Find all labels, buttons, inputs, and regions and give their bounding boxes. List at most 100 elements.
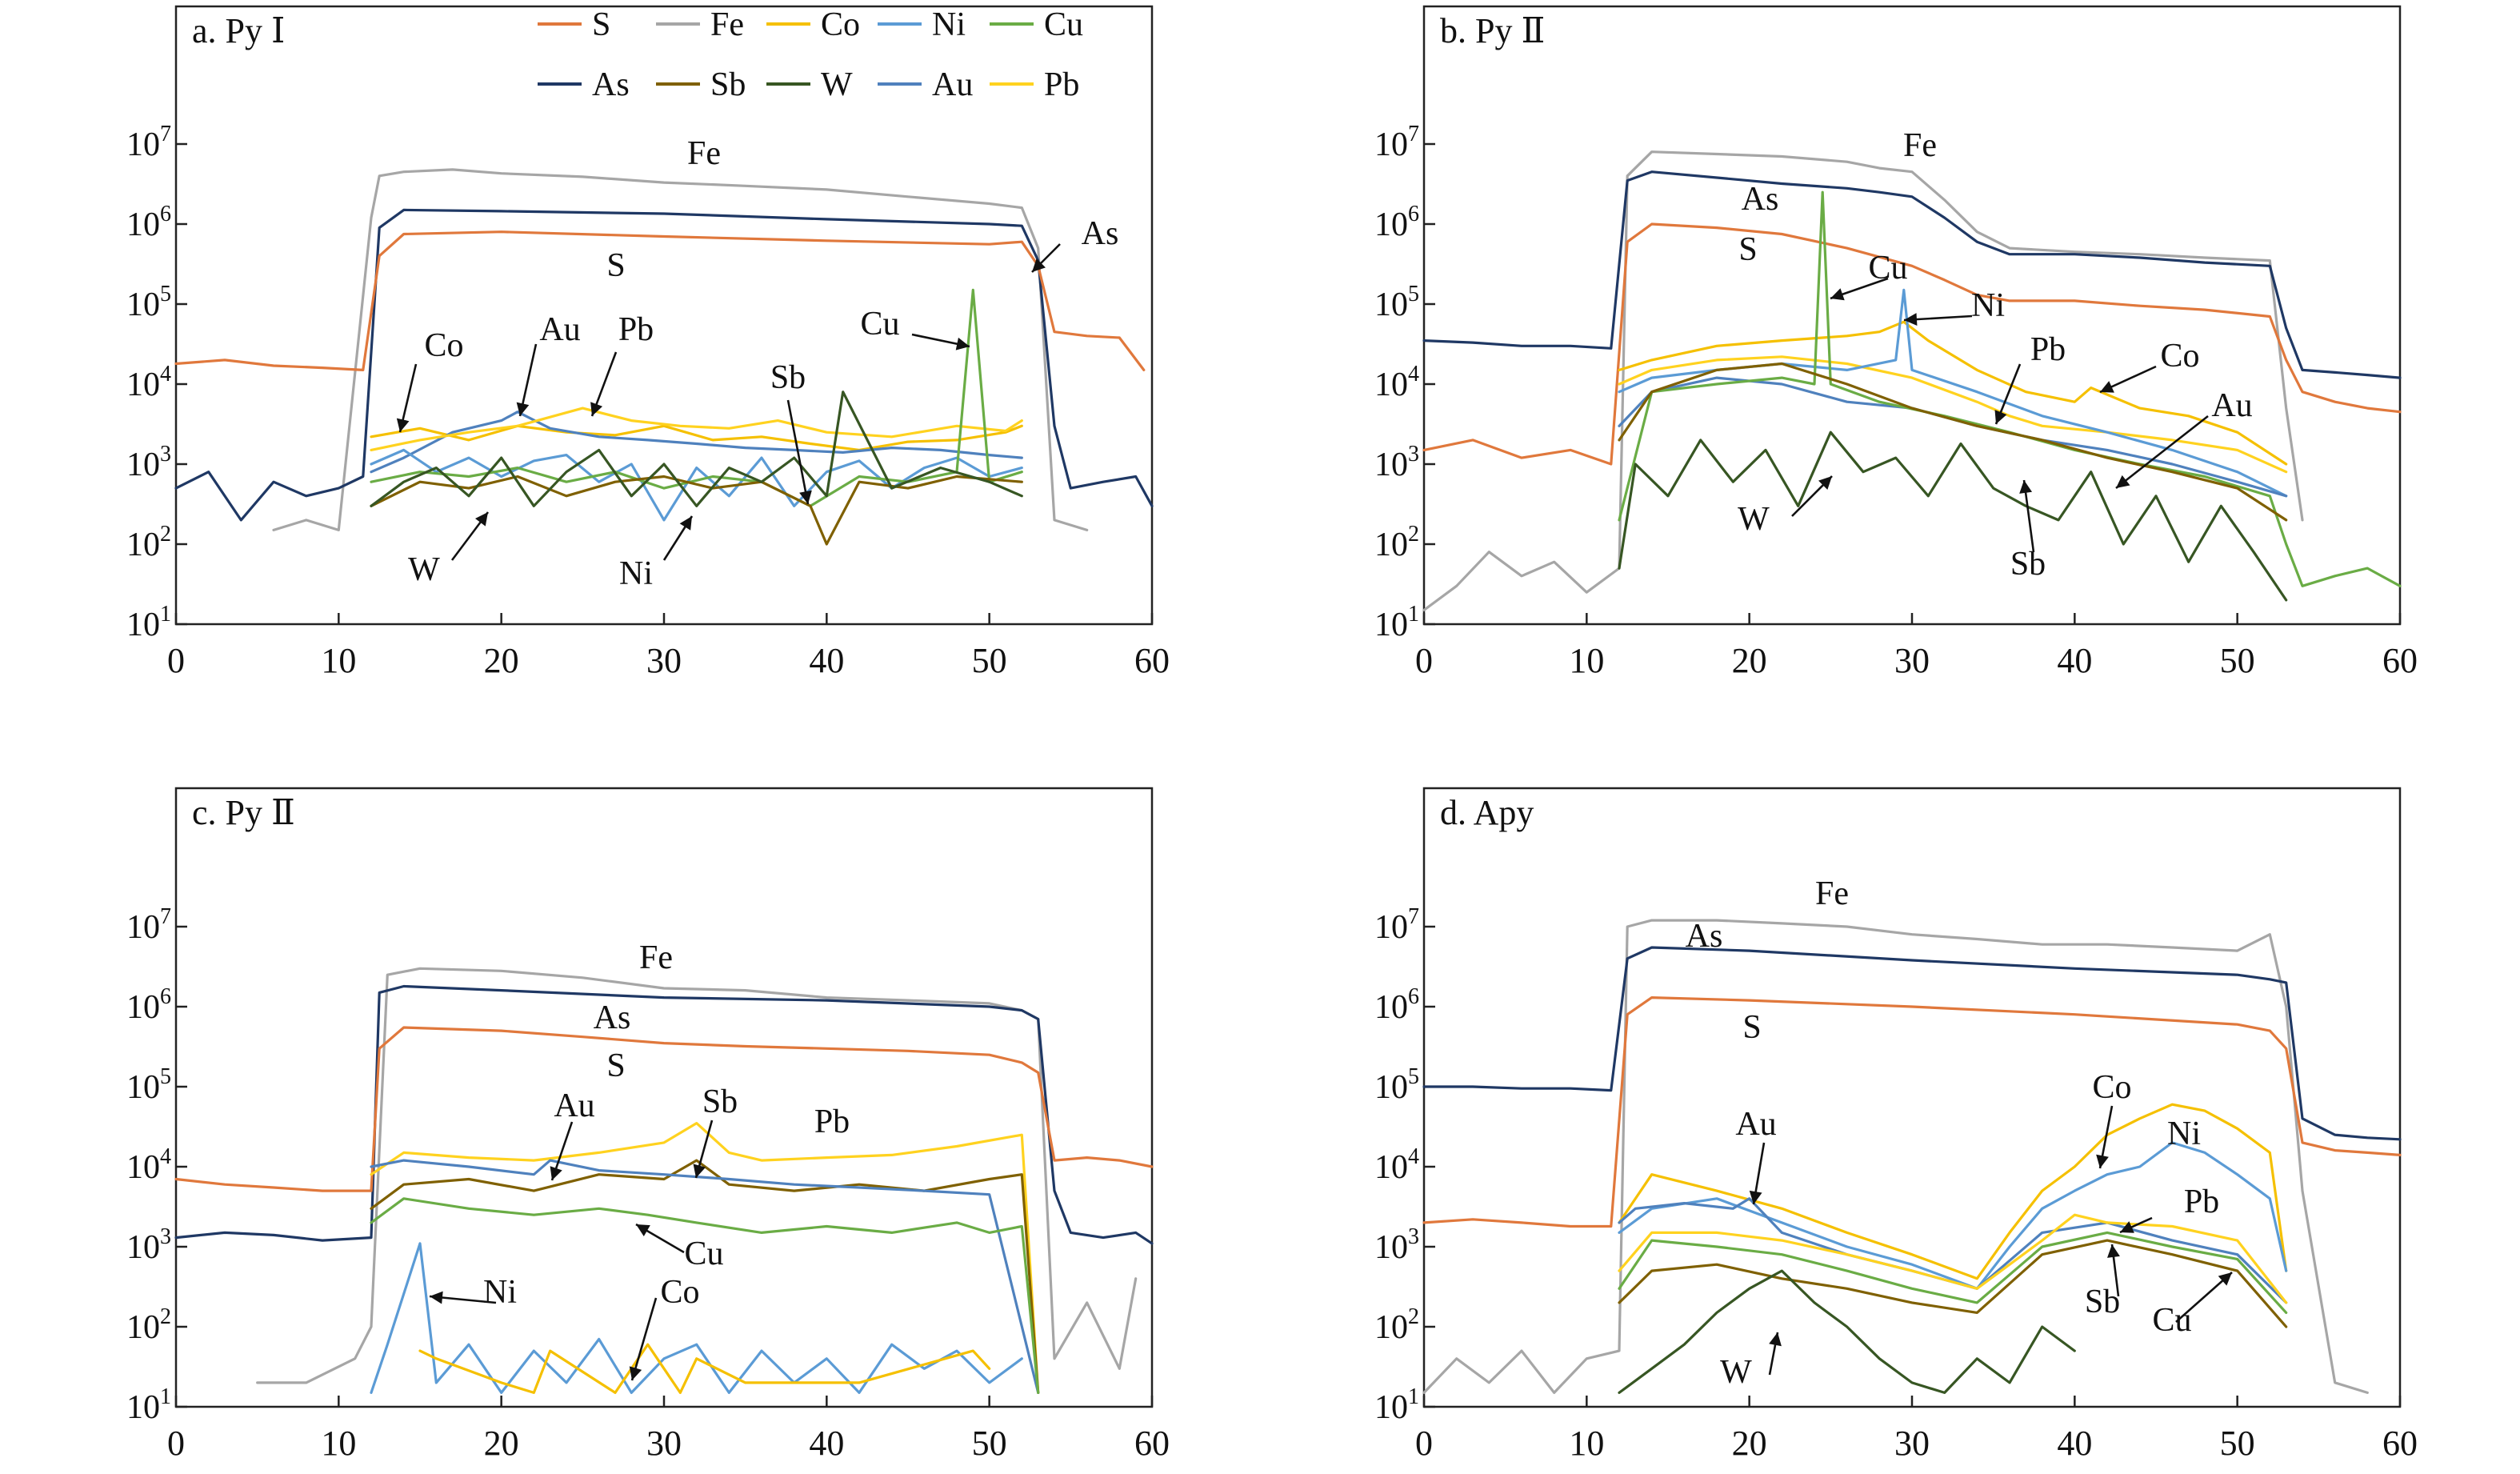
arrow-head xyxy=(799,490,812,504)
y-tick-label: 106 xyxy=(1374,202,1419,243)
y-tick-label: 102 xyxy=(126,1304,171,1346)
series-fe xyxy=(1422,919,2369,1395)
arrow-head xyxy=(2116,475,2130,488)
series-sb xyxy=(370,1159,1040,1395)
arrow-head xyxy=(1032,258,1046,272)
x-tick-label: 0 xyxy=(1415,641,1433,680)
x-tick-label: 20 xyxy=(484,641,519,680)
series-au xyxy=(370,1159,1040,1395)
series-fe xyxy=(256,967,1138,1384)
x-tick-label: 10 xyxy=(321,641,356,680)
arrow-head xyxy=(1749,1190,1762,1204)
panel-title: d. Apy xyxy=(1440,793,1534,832)
annotation-label: Ni xyxy=(2167,1116,2201,1152)
series-s xyxy=(174,1026,1154,1192)
y-tick-label: 107 xyxy=(126,904,171,946)
arrow-head xyxy=(2120,1221,2134,1233)
x-tick-label: 10 xyxy=(321,1424,356,1463)
panel-2: b. Py Ⅱ 101 102 103 104 105 106 107 0 10 20 30 40 50 6… xyxy=(1374,5,2418,680)
y-tick-label: 105 xyxy=(1374,1064,1419,1106)
annotation-label: As xyxy=(1686,918,1723,955)
arrow-head xyxy=(2218,1272,2232,1286)
series-co xyxy=(418,1343,991,1395)
annotation-label: Co xyxy=(660,1274,699,1311)
y-tick-label: 103 xyxy=(1374,442,1419,483)
legend-label: Au xyxy=(932,66,973,103)
x-tick-label: 50 xyxy=(2220,641,2255,680)
arrow-head xyxy=(2019,480,2033,494)
annotation-label: Cu xyxy=(2152,1302,2191,1339)
x-tick-label: 60 xyxy=(1134,641,1170,680)
arrow-head xyxy=(693,1164,706,1178)
panel-1: a. Py Ⅰ 101 102 103 104 105 106 107 0 10 20 30 40 50 6… xyxy=(126,5,1170,680)
x-tick-label: 60 xyxy=(2382,641,2418,680)
annotation-label: Au xyxy=(539,311,580,348)
x-tick-label: 20 xyxy=(1732,1424,1767,1463)
annotation-label: Fe xyxy=(1903,127,1937,164)
x-tick-label: 0 xyxy=(167,1424,185,1463)
legend-label: S xyxy=(592,6,610,43)
annotation-arrow xyxy=(2115,415,2209,490)
arrow-head xyxy=(475,512,488,527)
arrow-head xyxy=(2100,381,2114,393)
x-tick-label: 50 xyxy=(972,1424,1007,1463)
legend-label: W xyxy=(821,66,853,103)
series-cu xyxy=(1618,1231,2288,1315)
annotation-label: Pb xyxy=(2184,1184,2219,1220)
annotation-label: Ni xyxy=(619,555,653,592)
series-sb xyxy=(1618,1239,2288,1328)
x-tick-label: 0 xyxy=(167,641,185,680)
series-as xyxy=(174,208,1154,522)
x-tick-label: 30 xyxy=(1894,641,1930,680)
series-ni xyxy=(1618,1141,2288,1290)
annotation-label: Pb xyxy=(2030,331,2066,368)
annotation-arrow xyxy=(786,399,810,505)
y-tick-label: 107 xyxy=(126,122,171,163)
annotation-label: Sb xyxy=(2085,1284,2120,1320)
series-s xyxy=(174,230,1146,371)
series-co xyxy=(370,424,1023,452)
series-cu xyxy=(370,1197,1040,1395)
series-s xyxy=(1422,995,2402,1228)
y-tick-label: 102 xyxy=(1374,522,1419,563)
series-fe xyxy=(1422,150,2304,612)
annotation-label: W xyxy=(1720,1354,1752,1391)
x-tick-label: 30 xyxy=(646,641,682,680)
y-tick-label: 101 xyxy=(1374,1384,1419,1426)
y-tick-label: 102 xyxy=(1374,1304,1419,1346)
y-tick-label: 101 xyxy=(126,602,171,643)
legend-label: As xyxy=(592,66,630,103)
annotation-label: As xyxy=(1742,181,1779,218)
arrow-head xyxy=(430,1291,443,1304)
arrow-head xyxy=(636,1224,650,1236)
legend-label: Pb xyxy=(1044,66,1079,103)
y-tick-label: 106 xyxy=(126,984,171,1026)
x-tick-label: 10 xyxy=(1569,641,1604,680)
arrow-head xyxy=(1830,288,1845,301)
series-as xyxy=(174,984,1154,1245)
series-as xyxy=(1422,946,2402,1141)
panel-4: d. Apy 101 102 103 104 105 106 107 0 10 20 30 40 50 60… xyxy=(1374,787,2418,1463)
series-sb xyxy=(1618,362,2288,522)
arrow-head xyxy=(1818,476,1832,490)
arrow-head xyxy=(679,516,692,531)
annotation-label: Sb xyxy=(770,359,806,396)
annotation-label: S xyxy=(606,1047,625,1084)
y-tick-label: 107 xyxy=(1374,122,1419,163)
annotation-label: Cu xyxy=(1868,250,1907,286)
annotation-label: Fe xyxy=(687,135,721,172)
series-ni xyxy=(370,448,1023,522)
arrow-head xyxy=(1769,1332,1782,1347)
arrow-head xyxy=(1994,410,2007,424)
legend-label: Ni xyxy=(932,6,966,43)
legend-label: Fe xyxy=(710,6,744,43)
annotation-label: Sb xyxy=(702,1083,738,1120)
x-tick-label: 60 xyxy=(1134,1424,1170,1463)
legend: S Fe Co Ni Cu As Sb W Au Pb xyxy=(538,6,1083,103)
y-tick-label: 103 xyxy=(1374,1224,1419,1266)
annotation-label: S xyxy=(1738,231,1757,268)
x-tick-label: 40 xyxy=(2057,1424,2092,1463)
plot-frame xyxy=(1422,787,2402,1408)
x-tick-label: 10 xyxy=(1569,1424,1604,1463)
